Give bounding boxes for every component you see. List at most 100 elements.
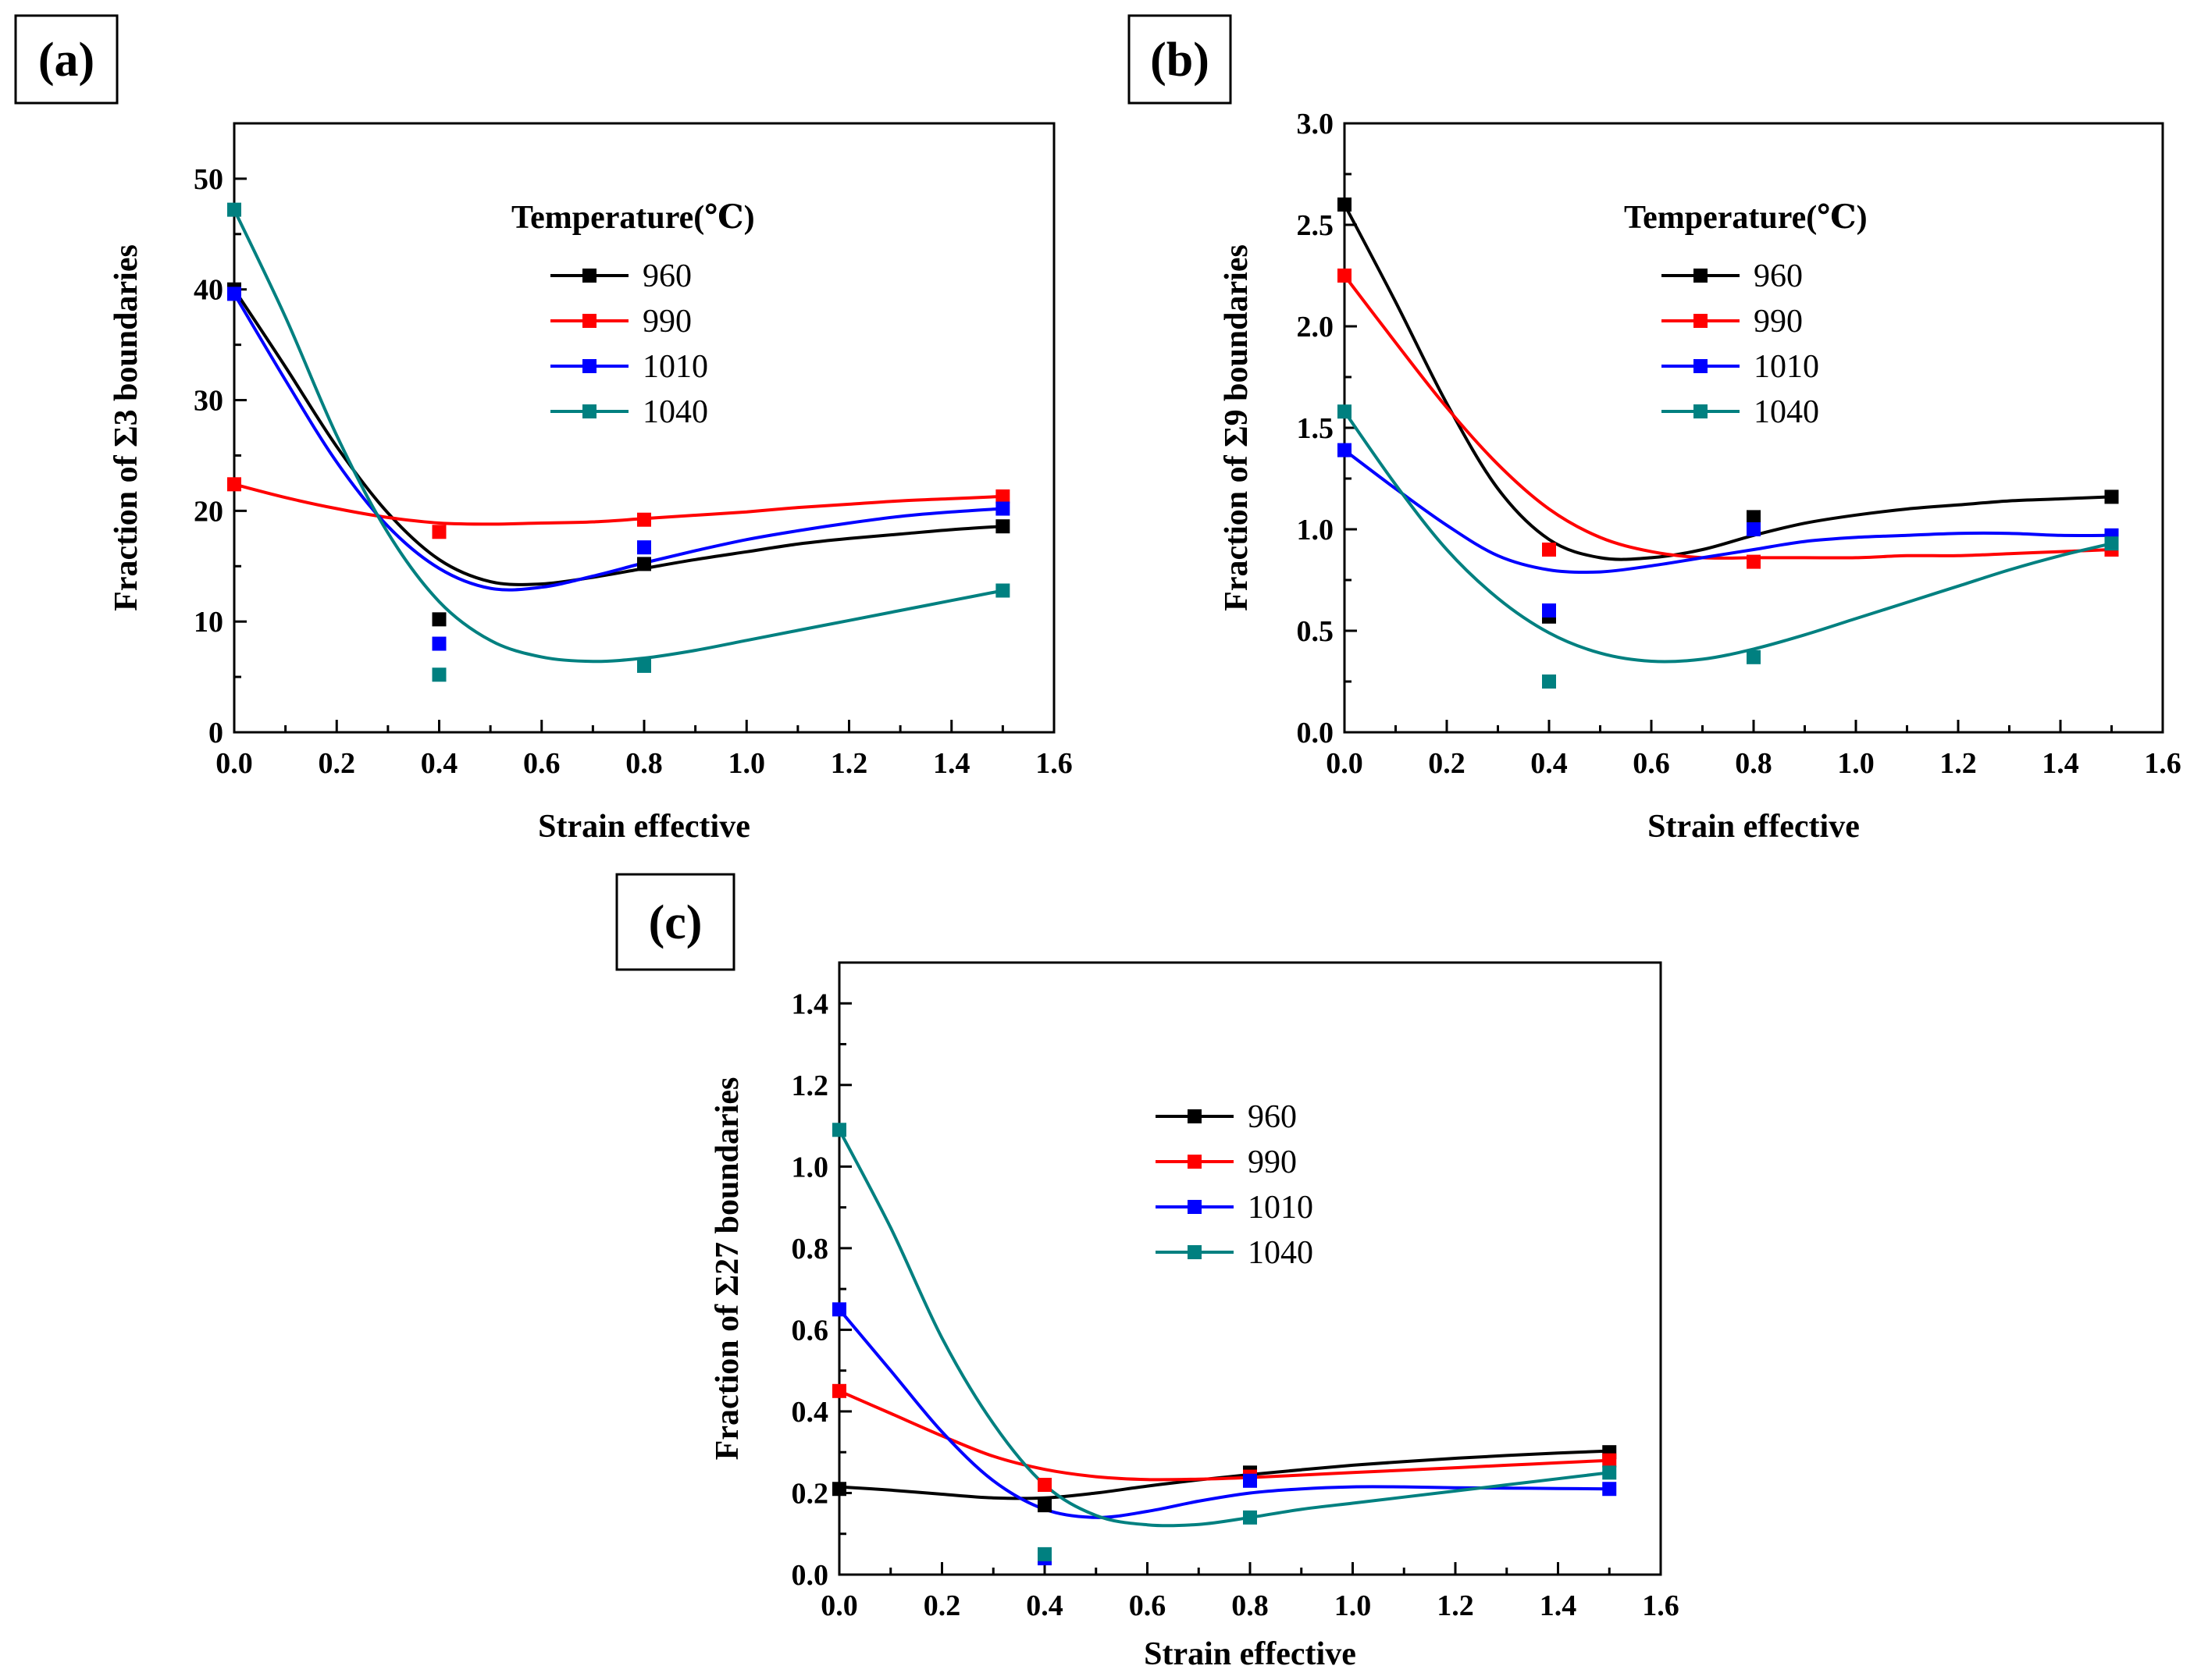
panel-c-tick-marks	[838, 1002, 1662, 1576]
panel-b-y-tick-label: 1.5	[1297, 412, 1334, 445]
panel-b-point-1040	[1542, 674, 1556, 689]
panel-b-point-1040	[1337, 404, 1352, 419]
panel-c-point-1040	[1602, 1465, 1617, 1480]
panel-a-point-1010	[432, 636, 447, 651]
panel-b: (b) 0.0 0.2 0.4 0.6 0.8 1.0 1.2 1.4 1.6 0.0 0.5 1.…	[1127, 14, 2181, 845]
panel-a-label-box	[14, 14, 119, 105]
panel-c-point-1010	[1243, 1473, 1257, 1488]
panel-c-legend-marker-1010	[1188, 1200, 1202, 1214]
panel-b-point-1010	[1747, 522, 1761, 536]
panel-b-x-tick-label: 1.6	[2144, 747, 2181, 780]
panel-a-point-1010	[995, 501, 1010, 516]
panel-b-x-tick-label: 1.0	[1837, 747, 1875, 780]
panel-b-y-tick-labels: 0.0 0.5 1.0 1.5 2.0 2.5 3.0	[1297, 108, 1334, 749]
panel-a-y-tick-label: 0	[208, 717, 223, 749]
panel-a-legend: 960 990 1010 1040	[550, 258, 708, 430]
panel-b-x-tick-label: 0.8	[1735, 747, 1772, 780]
panel-c-point-960	[1038, 1498, 1052, 1513]
panel-b-point-990	[1337, 269, 1352, 283]
panel-b-y-tick-label: 2.5	[1297, 209, 1334, 242]
panel-c-legend-marker-1040	[1188, 1245, 1202, 1259]
panel-c-curve-990	[839, 1389, 1610, 1482]
panel-c-x-tick-label: 0.8	[1231, 1589, 1269, 1622]
panel-b-y-tick-label: 3.0	[1297, 108, 1334, 141]
panel-b-y-tick-label: 0.0	[1297, 717, 1334, 749]
panel-c-y-tick-label: 0.8	[792, 1233, 829, 1265]
panel-b-y-tick-label: 0.5	[1297, 615, 1334, 648]
panel-a-curve-990	[233, 482, 1003, 526]
panel-a-legend-label-960: 960	[643, 258, 692, 294]
panel-c: (c) 0.0 0.2 0.4 0.6 0.8 1.0 1.2 1.4 1.6 0.00.20.…	[615, 873, 1679, 1672]
panel-b-x-tick-label: 0.4	[1530, 747, 1568, 780]
panel-b-x-tick-label: 1.4	[2042, 747, 2079, 780]
panel-a-y-tick-label: 30	[194, 385, 223, 418]
panel-c-y-tick-labels: 0.0 0.2 0.4 0.6 0.8 1.0 1.2 1.4	[792, 988, 829, 1592]
panel-b-point-990	[1747, 554, 1761, 569]
panel-b-point-960	[2104, 489, 2119, 504]
panel-b-y-tick-label: 1.0	[1297, 514, 1334, 546]
panel-c-point-960	[832, 1482, 846, 1497]
panel-a-point-960	[995, 519, 1010, 534]
panel-a-tick-marks	[233, 177, 1056, 734]
panel-c-data-points	[832, 1123, 1617, 1566]
panel-a-point-960	[432, 612, 447, 627]
panel-c-point-1040	[1243, 1510, 1257, 1525]
panel-b-legend-marker-1040	[1693, 404, 1708, 418]
panel-c-legend-marker-990	[1188, 1155, 1202, 1169]
panel-a-x-tick-label: 0.8	[625, 747, 663, 780]
panel-b-label: (b)	[1150, 34, 1209, 87]
panel-a-legend-marker-960	[582, 269, 597, 283]
panel-a-point-1010	[637, 540, 651, 555]
panel-c-legend: 960 990 1010 1040	[1156, 1099, 1313, 1271]
panel-a-x-tick-label: 1.0	[728, 747, 766, 780]
panel-c-x-tick-label: 1.0	[1334, 1589, 1372, 1622]
panel-b-point-960	[1337, 198, 1352, 212]
panel-c-fit-curves	[838, 1129, 1610, 1528]
panel-b-legend-label-1040: 1040	[1754, 394, 1819, 430]
panel-c-legend-marker-960	[1188, 1109, 1202, 1123]
panel-b-point-990	[1542, 543, 1556, 557]
panel-b-point-1040	[2104, 536, 2119, 551]
panel-a-legend-label-990: 990	[643, 304, 692, 340]
panel-a-y-tick-label: 50	[194, 163, 223, 196]
panel-b-legend-title: Temperature(℃)	[1624, 200, 1868, 236]
panel-a-point-990	[995, 489, 1010, 504]
panel-a-x-axis-label: Strain effective	[538, 809, 750, 845]
panel-b-point-1010	[1542, 603, 1556, 618]
panel-a-legend-marker-1010	[582, 359, 597, 373]
panel-a-label: (a)	[38, 34, 94, 87]
panel-c-x-tick-label: 0.2	[924, 1589, 961, 1622]
panel-c-label-box	[615, 873, 735, 971]
panel-c-x-tick-label: 1.2	[1437, 1589, 1474, 1622]
panel-b-curve-960	[1343, 204, 2112, 561]
panel-b-x-axis-label: Strain effective	[1647, 809, 1860, 845]
panel-b-legend-marker-1010	[1693, 359, 1708, 373]
panel-c-y-tick-label: 1.2	[792, 1070, 829, 1102]
panel-b-y-tick-label: 2.0	[1297, 311, 1334, 343]
panel-c-y-tick-label: 1.4	[792, 988, 829, 1020]
panel-a-y-axis-label: Fraction of Σ3 boundaries	[109, 244, 144, 611]
panel-b-x-tick-label: 0.6	[1633, 747, 1670, 780]
panel-c-curve-1040	[838, 1129, 1610, 1528]
panel-b-curve-1040	[1343, 411, 2112, 664]
panel-b-x-tick-label: 0.0	[1326, 747, 1363, 780]
panel-c-x-tick-label: 0.6	[1129, 1589, 1166, 1622]
panel-a-point-990	[227, 477, 241, 492]
panel-c-point-990	[832, 1383, 846, 1398]
panel-a-x-tick-labels: 0.0 0.2 0.4 0.6 0.8 1.0 1.2 1.4 1.6	[215, 747, 1073, 780]
panel-c-y-tick-label: 0.0	[792, 1559, 829, 1592]
panel-a-legend-label-1040: 1040	[643, 394, 708, 430]
panel-c-y-tick-label: 0.2	[792, 1477, 829, 1510]
panel-a-data-points	[227, 202, 1010, 682]
panel-b-curve-1010	[1343, 449, 2112, 575]
panel-c-label: (c)	[649, 896, 703, 949]
panel-a-curve-1040	[233, 208, 1003, 664]
panel-a-curve-960	[233, 288, 1003, 586]
panel-b-x-tick-label: 1.2	[1939, 747, 1977, 780]
panel-a-point-1040	[432, 667, 447, 682]
panel-a-point-1040	[227, 202, 241, 217]
panel-c-legend-label-1040: 1040	[1248, 1235, 1313, 1271]
panel-a-x-tick-label: 1.2	[831, 747, 868, 780]
panel-a-point-1040	[995, 583, 1010, 598]
